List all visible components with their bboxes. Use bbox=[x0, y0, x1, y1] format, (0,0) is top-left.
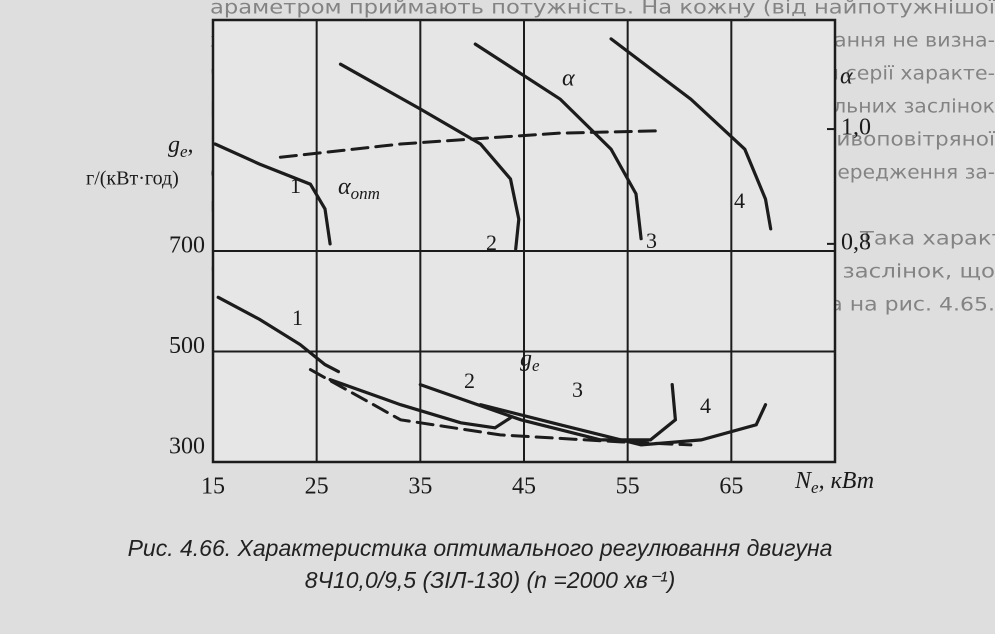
y2-tick-label: 0,8 bbox=[841, 229, 871, 255]
curve-label: 1 bbox=[292, 305, 303, 330]
curve bbox=[338, 62, 521, 251]
curve bbox=[213, 142, 332, 246]
y-tick-label: 700 bbox=[169, 233, 205, 259]
curve bbox=[308, 368, 693, 447]
curve-label: 2 bbox=[486, 230, 497, 255]
label-text: g bbox=[520, 346, 532, 372]
caption-line: Рис. 4.66. Характеристика оптимального р… bbox=[128, 535, 833, 561]
label-text: N bbox=[794, 468, 813, 494]
curve-label: 2 bbox=[464, 368, 475, 393]
x-axis-label: Ne, кВт bbox=[794, 468, 874, 497]
label-suffix: , bbox=[188, 132, 194, 158]
x-tick-label: 25 bbox=[305, 474, 329, 500]
label-text: α bbox=[338, 174, 351, 200]
curve-label: 4 bbox=[734, 188, 745, 213]
x-tick-label: 35 bbox=[408, 474, 432, 500]
y-axis-unit: г/(кВт·год) bbox=[86, 168, 179, 190]
x-tick-label: 15 bbox=[201, 474, 225, 500]
curve-label: 4 bbox=[700, 393, 711, 418]
curve bbox=[216, 295, 340, 374]
curve bbox=[473, 42, 643, 241]
label-sub: опт bbox=[351, 184, 380, 203]
y-tick-label: 500 bbox=[169, 333, 205, 359]
label-suffix: , кВт bbox=[819, 468, 875, 494]
caption-line: 8Ч10,0/9,5 (ЗІЛ-130) (n =2000 хв⁻¹) bbox=[305, 567, 676, 593]
x-tick-label: 45 bbox=[512, 474, 536, 500]
curve bbox=[328, 378, 513, 430]
curve bbox=[278, 129, 663, 159]
label-text: g bbox=[168, 132, 180, 158]
curve-label: 3 bbox=[646, 228, 657, 253]
curve bbox=[478, 403, 768, 447]
background-line: араметром приймають потужність. На кожну… bbox=[210, 0, 995, 19]
x-tick-label: 65 bbox=[719, 474, 743, 500]
curve bbox=[609, 37, 773, 231]
y-axis-label: ge, bbox=[168, 132, 194, 161]
label-sub: e bbox=[811, 478, 819, 497]
annotation: α bbox=[562, 66, 575, 92]
label-sub: e bbox=[180, 142, 188, 161]
curve-label: αопт bbox=[338, 174, 380, 203]
curve-label: 1 bbox=[290, 173, 301, 198]
y2-tick-label: 1,0 bbox=[841, 115, 871, 141]
y-tick-label: 300 bbox=[169, 433, 205, 459]
curve-label: ge bbox=[520, 346, 540, 375]
background-line: Така характеристика двигуна 8Ч10,0/9,5 (… bbox=[859, 228, 995, 250]
curve-label: 3 bbox=[572, 377, 583, 402]
y2-axis-label: α bbox=[840, 64, 853, 90]
label-sub: e bbox=[532, 356, 540, 375]
x-tick-label: 55 bbox=[616, 474, 640, 500]
